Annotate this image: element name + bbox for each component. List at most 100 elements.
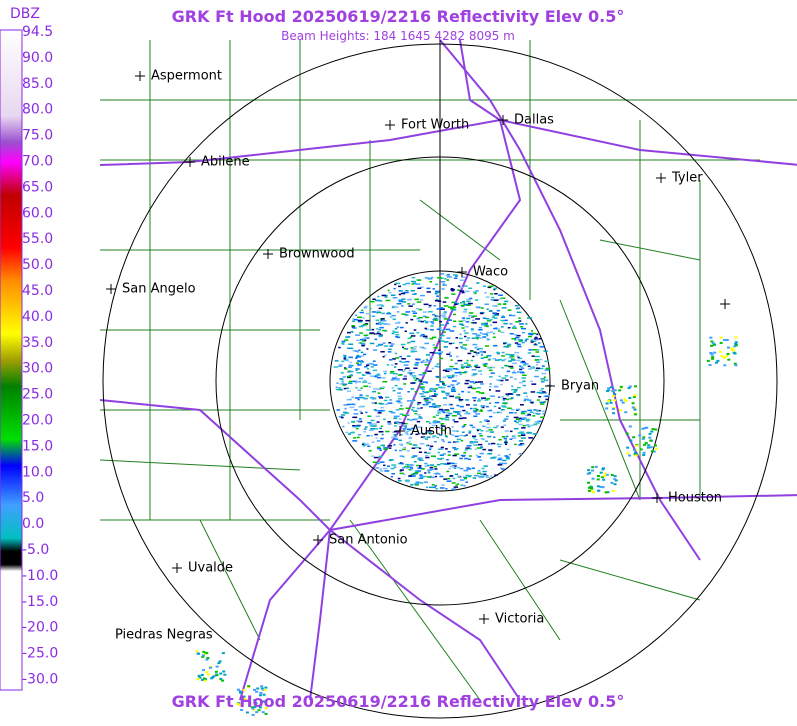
- echo-pixel: [347, 331, 351, 334]
- echo-pixel: [366, 364, 370, 366]
- echo-pixel: [411, 375, 417, 377]
- echo-pixel: [411, 310, 416, 313]
- echo-pixel: [463, 308, 468, 311]
- echo-pixel: [480, 446, 484, 448]
- echo-pixel: [489, 409, 493, 412]
- echo-pixel: [478, 433, 482, 435]
- echo-pixel: [424, 276, 428, 279]
- echo-pixel: [456, 448, 459, 450]
- echo-pixel: [441, 425, 446, 427]
- echo-pixel: [487, 410, 491, 412]
- echo-pixel: [586, 472, 590, 475]
- echo-pixel: [398, 293, 401, 296]
- echo-pixel: [541, 381, 545, 383]
- echo-pixel: [509, 376, 513, 379]
- echo-pixel: [419, 443, 425, 445]
- echo-pixel: [506, 456, 509, 458]
- echo-pixel: [443, 305, 449, 307]
- echo-pixel: [490, 372, 495, 374]
- echo-pixel: [486, 420, 490, 422]
- echo-pixel: [499, 411, 503, 414]
- echo-pixel: [627, 387, 631, 390]
- echo-pixel: [441, 419, 444, 421]
- echo-pixel: [376, 440, 381, 442]
- echo-pixel: [639, 448, 643, 451]
- echo-pixel: [611, 395, 615, 398]
- echo-pixel: [733, 345, 737, 348]
- echo-pixel: [390, 364, 394, 366]
- echo-pixel: [492, 358, 497, 360]
- echo-pixel: [469, 424, 473, 427]
- echo-pixel: [347, 376, 352, 379]
- city-marker: [263, 249, 273, 259]
- echo-pixel: [402, 414, 407, 417]
- echo-pixel: [626, 446, 630, 449]
- echo-pixel: [426, 287, 431, 290]
- echo-pixel: [425, 438, 428, 440]
- echo-pixel: [723, 338, 727, 341]
- echo-pixel: [500, 331, 505, 334]
- echo-pixel: [357, 389, 362, 391]
- echo-pixel: [369, 332, 375, 334]
- echo-pixel: [619, 399, 623, 402]
- echo-pixel: [399, 472, 404, 475]
- echo-pixel: [479, 421, 482, 423]
- echo-pixel: [373, 364, 378, 366]
- echo-pixel: [431, 424, 436, 427]
- echo-pixel: [506, 398, 509, 401]
- echo-pixel: [340, 378, 344, 381]
- echo-pixel: [445, 370, 450, 372]
- echo-pixel: [536, 413, 541, 415]
- echo-pixel: [505, 379, 509, 381]
- echo-pixel: [472, 333, 477, 335]
- echo-pixel: [465, 434, 468, 436]
- echo-pixel: [475, 409, 478, 411]
- echo-pixel: [476, 391, 480, 393]
- echo-pixel: [414, 424, 418, 427]
- echo-pixel: [391, 464, 397, 466]
- echo-pixel: [536, 333, 539, 336]
- echo-pixel: [343, 356, 347, 358]
- echo-pixel: [362, 381, 368, 383]
- echo-pixel: [348, 347, 354, 350]
- echo-pixel: [439, 335, 443, 338]
- city-label: Victoria: [495, 612, 544, 627]
- echo-pixel: [532, 433, 537, 435]
- echo-pixel: [475, 336, 480, 338]
- echo-pixel: [529, 333, 534, 336]
- echo-pixel: [375, 467, 380, 469]
- echo-pixel: [486, 426, 491, 429]
- echo-pixel: [504, 319, 508, 322]
- echo-pixel: [392, 318, 396, 320]
- echo-pixel: [383, 323, 388, 325]
- echo-pixel: [459, 373, 462, 376]
- echo-pixel: [352, 425, 356, 427]
- echo-pixel: [353, 437, 357, 439]
- echo-pixel: [436, 308, 442, 310]
- echo-pixel: [387, 465, 391, 467]
- echo-pixel: [347, 422, 350, 424]
- echo-pixel: [439, 434, 442, 436]
- echo-pixel: [400, 463, 404, 465]
- echo-pixel: [365, 337, 370, 339]
- echo-pixel: [355, 350, 358, 352]
- echo-pixel: [619, 385, 623, 388]
- echo-pixel: [410, 335, 416, 337]
- echo-pixel: [397, 369, 403, 371]
- echo-pixel: [487, 359, 491, 361]
- echo-pixel: [471, 337, 476, 339]
- echo-pixel: [605, 402, 609, 405]
- echo-pixel: [586, 481, 590, 484]
- echo-pixel: [395, 322, 400, 324]
- echo-pixel: [534, 343, 537, 345]
- echo-pixel: [379, 427, 382, 430]
- echo-pixel: [426, 464, 430, 467]
- echo-pixel: [446, 337, 451, 339]
- echo-pixel: [491, 366, 496, 369]
- echo-pixel: [448, 467, 451, 470]
- echo-pixel: [383, 464, 386, 467]
- echo-pixel: [519, 365, 522, 367]
- echo-pixel: [502, 397, 507, 400]
- echo-pixel: [404, 479, 410, 482]
